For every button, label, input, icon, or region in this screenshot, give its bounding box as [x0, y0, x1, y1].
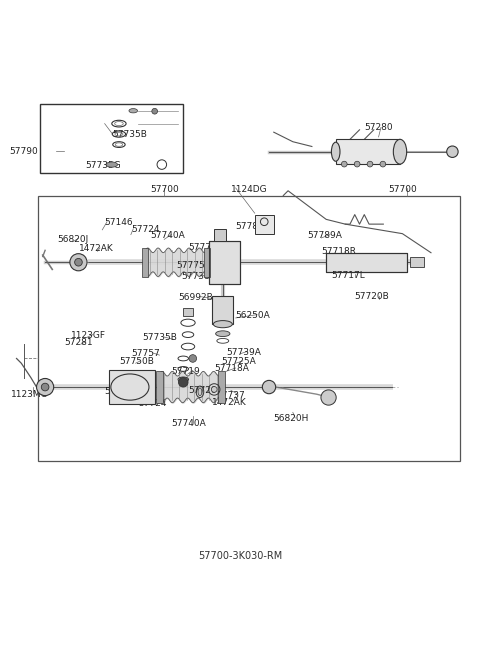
Bar: [255, 215, 274, 234]
Circle shape: [211, 386, 217, 392]
Text: 57735B: 57735B: [112, 130, 147, 139]
Text: 57280: 57280: [364, 123, 393, 132]
Text: 57146: 57146: [105, 218, 133, 227]
Text: 57724: 57724: [138, 399, 167, 408]
Text: 57753: 57753: [207, 249, 236, 258]
Text: 57724: 57724: [131, 225, 159, 234]
Circle shape: [152, 108, 157, 114]
Text: 57773: 57773: [188, 243, 217, 252]
Text: 56992B: 56992B: [179, 293, 213, 302]
Ellipse shape: [198, 388, 202, 396]
Text: 57787: 57787: [236, 222, 264, 231]
Circle shape: [341, 161, 347, 167]
Text: 57790: 57790: [9, 147, 38, 156]
Circle shape: [447, 146, 458, 157]
Bar: [40, 103, 183, 173]
Circle shape: [380, 161, 386, 167]
Text: 57738B: 57738B: [181, 272, 216, 280]
Ellipse shape: [213, 320, 232, 328]
Text: 1472AK: 1472AK: [212, 398, 247, 407]
Circle shape: [75, 259, 82, 266]
Bar: [38, 196, 459, 461]
Bar: [142, 248, 148, 276]
Bar: [212, 295, 233, 324]
Text: 57720B: 57720B: [355, 292, 389, 301]
Text: 57700: 57700: [150, 185, 179, 194]
Circle shape: [179, 377, 188, 387]
Bar: [409, 257, 424, 267]
Text: 57739A: 57739A: [226, 348, 261, 357]
Text: 57700-3K030-RM: 57700-3K030-RM: [198, 551, 283, 561]
Text: 57719: 57719: [171, 367, 200, 376]
Circle shape: [354, 161, 360, 167]
Circle shape: [70, 253, 87, 271]
Text: 57740A: 57740A: [171, 419, 206, 428]
Bar: [336, 140, 400, 164]
Circle shape: [189, 354, 197, 362]
Text: 57735G: 57735G: [85, 161, 121, 170]
Bar: [204, 248, 210, 276]
Circle shape: [367, 161, 373, 167]
Ellipse shape: [393, 140, 407, 164]
Bar: [218, 371, 225, 403]
Bar: [326, 253, 407, 272]
Text: 57718R: 57718R: [322, 247, 357, 256]
Text: 56820J: 56820J: [57, 235, 88, 244]
Text: 57757: 57757: [131, 349, 160, 358]
Text: 57789A: 57789A: [307, 231, 342, 240]
Circle shape: [36, 379, 54, 396]
Text: 1472AK: 1472AK: [78, 244, 113, 253]
Text: 57281: 57281: [64, 338, 93, 347]
Text: 57775: 57775: [176, 261, 205, 270]
Circle shape: [41, 383, 49, 391]
Text: 56820H: 56820H: [274, 415, 309, 424]
Bar: [183, 309, 193, 316]
Text: 57750B: 57750B: [119, 357, 154, 366]
Bar: [109, 370, 155, 403]
Ellipse shape: [216, 331, 230, 337]
Text: 57712C: 57712C: [105, 387, 140, 396]
Bar: [209, 241, 240, 284]
Ellipse shape: [129, 109, 138, 113]
Bar: [214, 229, 226, 241]
Text: 57725A: 57725A: [221, 357, 256, 366]
Ellipse shape: [331, 142, 340, 161]
Text: 57700: 57700: [388, 185, 417, 194]
Circle shape: [321, 390, 336, 405]
Text: 1124DG: 1124DG: [231, 185, 267, 194]
Bar: [156, 371, 163, 403]
Text: 1123MC: 1123MC: [11, 390, 48, 399]
Text: 57740A: 57740A: [150, 231, 185, 240]
Bar: [209, 241, 240, 284]
Text: 57735B: 57735B: [143, 333, 178, 343]
Circle shape: [263, 381, 276, 394]
Text: 57737: 57737: [216, 390, 245, 400]
Text: 56250A: 56250A: [236, 311, 270, 320]
Ellipse shape: [106, 162, 118, 167]
Text: 57720: 57720: [188, 386, 216, 395]
Text: 57718A: 57718A: [214, 364, 249, 373]
Text: 57717L: 57717L: [331, 271, 365, 280]
Text: 1123GF: 1123GF: [72, 331, 106, 340]
Bar: [326, 253, 407, 272]
